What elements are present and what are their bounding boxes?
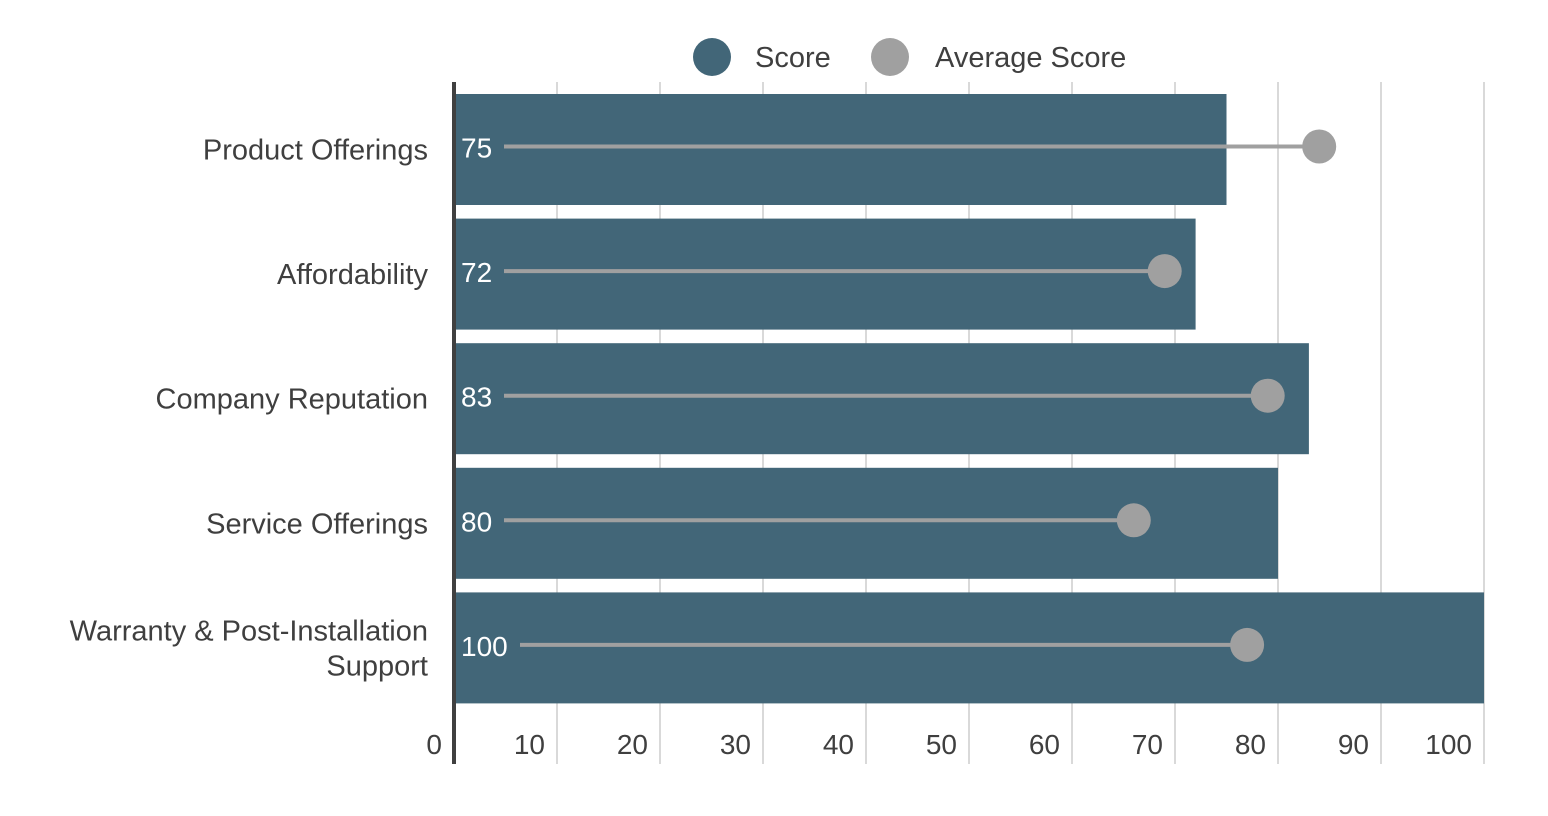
category-label-5-line-1: Warranty & Post-Installation [70,615,428,647]
x-tick-label-80: 80 [1235,729,1266,760]
category-label-4: Service Offerings [206,508,428,540]
x-tick-label-10: 10 [514,729,545,760]
category-label-3: Company Reputation [156,384,428,416]
bar-value-label-2: 72 [461,257,492,288]
legend-label-1: Score [755,42,831,74]
legend: Score Average Score [693,38,1126,76]
category-label-5-line-2: Support [326,650,428,682]
bar-3 [454,343,1309,455]
legend-marker-1 [693,38,731,76]
x-tick-labels: 0 10 20 30 40 50 60 70 80 90 100 [426,729,1472,760]
legend-label-2: Average Score [935,42,1126,74]
category-label-1: Product Offerings [203,135,428,167]
x-tick-label-30: 30 [720,729,751,760]
bar-2 [454,218,1196,330]
x-tick-label-70: 70 [1132,729,1163,760]
bar-value-label-1: 75 [461,133,492,164]
average-dot-1 [1302,129,1337,164]
x-tick-label-0: 0 [426,729,442,760]
average-markers-group [504,129,1337,662]
bar-4 [454,467,1278,579]
legend-marker-2 [871,38,909,76]
category-label-2: Affordability [277,259,428,291]
bar-value-label-5: 100 [461,631,508,662]
bar-labels-group: 75 72 83 80 100 [461,133,508,662]
x-tick-label-20: 20 [617,729,648,760]
bar-value-label-4: 80 [461,506,492,537]
x-tick-label-50: 50 [926,729,957,760]
x-tick-label-100: 100 [1425,729,1472,760]
bar-5 [454,592,1484,704]
x-tick-label-90: 90 [1338,729,1369,760]
average-dot-5 [1230,627,1265,662]
x-tick-label-40: 40 [823,729,854,760]
average-dot-4 [1116,503,1151,538]
bars-group [454,94,1484,704]
average-dot-3 [1250,378,1285,413]
bar-1 [454,94,1227,205]
category-labels: Product Offerings Affordability Company Re… [70,135,429,683]
bar-value-label-3: 83 [461,382,492,413]
average-dot-2 [1147,254,1182,289]
x-tick-label-60: 60 [1029,729,1060,760]
